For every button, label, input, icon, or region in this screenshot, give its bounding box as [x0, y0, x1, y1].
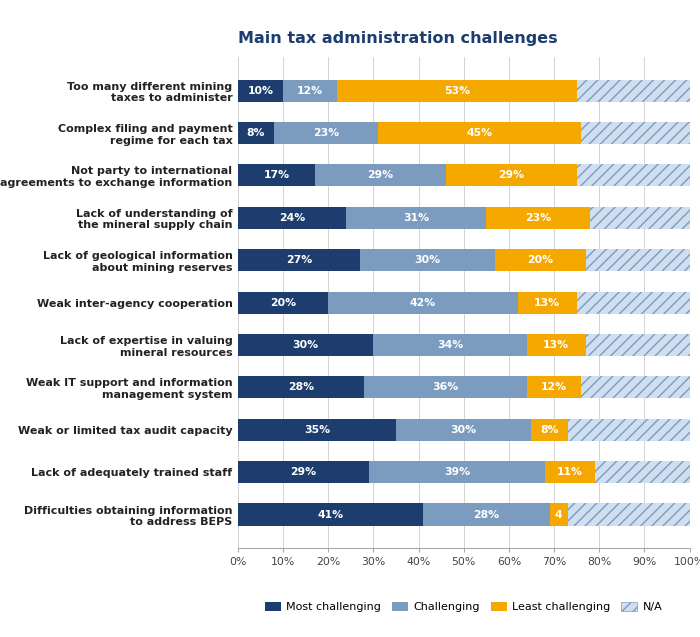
Legend: Most challenging, Challenging, Least challenging, N/A: Most challenging, Challenging, Least cha… [260, 598, 667, 617]
Text: 30%: 30% [293, 340, 318, 350]
Bar [238, 376, 365, 398]
Text: 39%: 39% [444, 467, 470, 477]
Bar [496, 249, 586, 271]
Bar [396, 419, 531, 441]
Bar [518, 292, 577, 313]
Text: 45%: 45% [466, 128, 493, 138]
Bar [423, 503, 550, 526]
Bar [577, 292, 690, 313]
Text: 17%: 17% [263, 171, 289, 180]
Text: 29%: 29% [368, 171, 393, 180]
Text: 24%: 24% [279, 213, 305, 223]
Bar [550, 503, 568, 526]
Bar [568, 503, 690, 526]
Bar [337, 80, 577, 102]
Bar [238, 419, 396, 441]
Bar [238, 461, 369, 483]
Text: 8%: 8% [247, 128, 265, 138]
Bar [238, 292, 328, 313]
Bar [238, 334, 374, 356]
Bar [378, 122, 581, 144]
Text: 23%: 23% [525, 213, 552, 223]
Bar [527, 334, 586, 356]
Bar [346, 207, 486, 229]
Bar [238, 249, 360, 271]
Bar [274, 122, 378, 144]
Bar [581, 122, 690, 144]
Bar [283, 80, 337, 102]
Text: 41%: 41% [318, 510, 344, 520]
Bar [595, 461, 690, 483]
Text: 30%: 30% [414, 255, 441, 265]
Bar [315, 164, 446, 187]
Text: 20%: 20% [527, 255, 554, 265]
Bar [586, 334, 690, 356]
Bar [545, 461, 595, 483]
Text: 12%: 12% [541, 382, 567, 392]
Text: 27%: 27% [286, 255, 312, 265]
Text: 34%: 34% [437, 340, 463, 350]
Text: 13%: 13% [543, 340, 569, 350]
Text: 23%: 23% [313, 128, 340, 138]
Bar [238, 164, 315, 187]
Text: 42%: 42% [410, 297, 436, 308]
Bar [446, 164, 577, 187]
Bar [486, 207, 590, 229]
Bar [360, 249, 496, 271]
Bar [531, 419, 568, 441]
Bar [586, 249, 690, 271]
Bar [581, 376, 690, 398]
Bar [527, 376, 581, 398]
Text: 35%: 35% [304, 425, 330, 434]
Text: 13%: 13% [534, 297, 560, 308]
Bar [374, 334, 527, 356]
Bar [577, 164, 690, 187]
Bar [568, 419, 690, 441]
Bar [369, 461, 545, 483]
Text: 53%: 53% [444, 85, 470, 96]
Text: 20%: 20% [270, 297, 296, 308]
Text: 11%: 11% [557, 467, 583, 477]
Text: 28%: 28% [288, 382, 314, 392]
Text: Main tax administration challenges: Main tax administration challenges [238, 31, 558, 47]
Bar [365, 376, 527, 398]
Text: 31%: 31% [403, 213, 429, 223]
Bar [328, 292, 518, 313]
Bar [238, 207, 346, 229]
Text: 8%: 8% [540, 425, 559, 434]
Text: 30%: 30% [451, 425, 477, 434]
Text: 10%: 10% [248, 85, 274, 96]
Bar [238, 80, 283, 102]
Text: 36%: 36% [433, 382, 459, 392]
Bar [590, 207, 690, 229]
Text: 4: 4 [555, 510, 562, 520]
Text: 28%: 28% [473, 510, 499, 520]
Bar [238, 503, 423, 526]
Text: 29%: 29% [290, 467, 316, 477]
Text: 29%: 29% [498, 171, 524, 180]
Text: 12%: 12% [298, 85, 323, 96]
Bar [577, 80, 690, 102]
Bar [238, 122, 274, 144]
